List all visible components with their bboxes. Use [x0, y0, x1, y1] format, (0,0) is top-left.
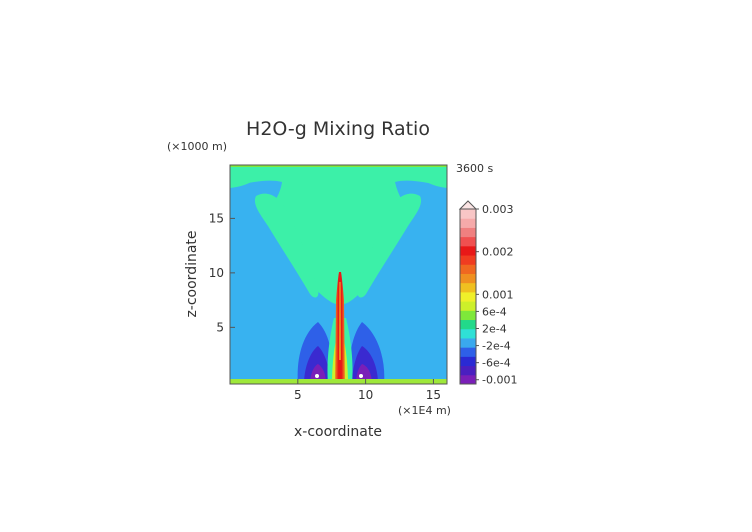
- colorbar-swatch: [460, 291, 476, 302]
- x-tick-label: 15: [426, 388, 441, 402]
- x-unit-label: (×1E4 m): [398, 404, 451, 417]
- colorbar-swatch: [460, 365, 476, 376]
- y-tick-label: 15: [209, 211, 224, 225]
- colorbar-swatch: [460, 310, 476, 321]
- colorbar-label: 6e-4: [482, 305, 507, 318]
- colorbar-swatch: [460, 374, 476, 385]
- colorbar-swatch: [460, 264, 476, 274]
- colorbar-swatch: [460, 236, 476, 247]
- colorbar-label: 0.003: [482, 203, 514, 216]
- colorbar-swatch: [460, 282, 476, 293]
- colorbar-swatch: [460, 245, 476, 256]
- y-tick-label: 5: [216, 320, 224, 334]
- colorbar-label: 2e-4: [482, 323, 507, 336]
- x-tick-label: 10: [358, 388, 373, 402]
- colorbar-swatch: [460, 301, 476, 311]
- y-axis: 5 10 15: [209, 211, 235, 334]
- top-left-lobe: [230, 165, 268, 188]
- colorbar-swatch: [460, 209, 476, 219]
- colorbar-swatch: [460, 319, 476, 330]
- colorbar-extension: [458, 200, 478, 210]
- colorbar-label: -6e-4: [482, 357, 511, 370]
- heatmap-field: [230, 165, 447, 384]
- colorbar-swatch: [460, 356, 476, 367]
- top-right-lobe: [410, 165, 447, 188]
- time-label: 3600 s: [456, 162, 493, 175]
- chart-title: H2O-g Mixing Ratio: [246, 118, 430, 140]
- colorbar-swatch: [460, 328, 476, 339]
- colorbar-swatch: [460, 255, 476, 265]
- colorbar-swatch: [460, 273, 476, 284]
- left-arm: [254, 193, 319, 298]
- y-unit-label: (×1000 m): [167, 140, 227, 153]
- y-tick-label: 10: [209, 266, 224, 280]
- x-axis-label: x-coordinate: [294, 424, 382, 440]
- right-arm: [357, 193, 422, 298]
- upper-plume: [230, 165, 447, 305]
- core-column-center: [339, 282, 341, 360]
- colorbar-swatch: [460, 218, 476, 228]
- min-right-dot: [359, 374, 363, 378]
- surface-band: [230, 379, 447, 384]
- colorbar-swatch: [460, 227, 476, 238]
- x-tick-label: 5: [294, 388, 302, 402]
- plot-frame: [229, 164, 448, 385]
- min-left-dot: [315, 374, 319, 378]
- colorbar-swatch: [460, 347, 476, 357]
- colorbar-label: -2e-4: [482, 340, 511, 353]
- colorbar: 0.003 0.002 0.001 6e-4 2e-4 -2e-4 -6e-4 -0.001: [458, 200, 517, 387]
- top-band: [230, 165, 447, 167]
- x-axis: 5 10 15: [294, 379, 441, 402]
- colorbar-label: 0.002: [482, 246, 514, 259]
- colorbar-label: -0.001: [482, 374, 517, 387]
- colorbar-label: 0.001: [482, 288, 514, 301]
- y-axis-label: z-coordinate: [184, 230, 200, 317]
- colorbar-swatch: [460, 337, 476, 348]
